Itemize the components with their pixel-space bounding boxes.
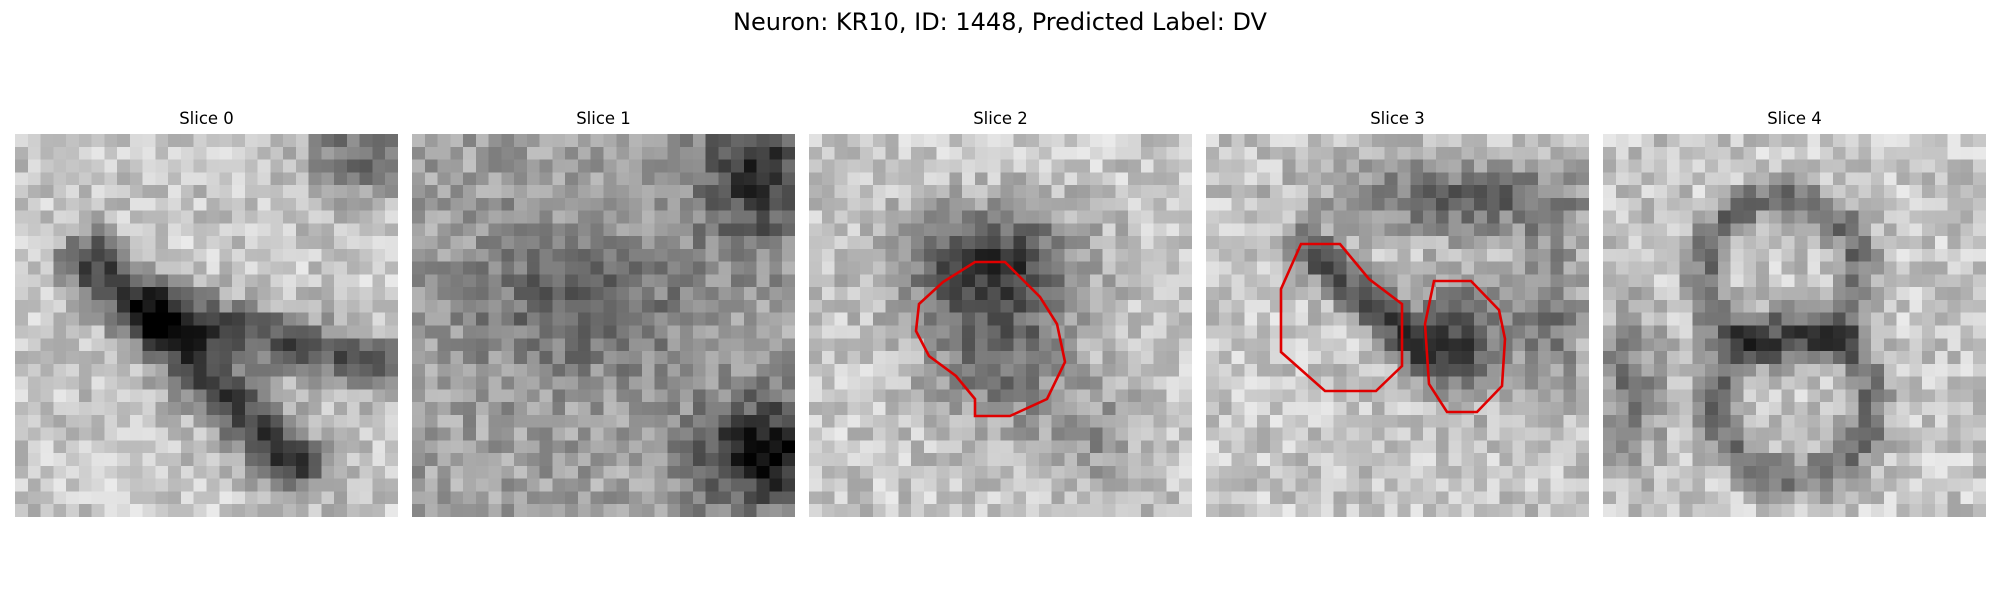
slice-title-2: Slice 2 [809,108,1192,130]
slice-title-3: Slice 3 [1206,108,1589,130]
roi-contour [1425,281,1505,412]
slice-title-4: Slice 4 [1603,108,1986,130]
figure-title: Neuron: KR10, ID: 1448, Predicted Label:… [0,6,2000,38]
slice-panel-1: Slice 1 [412,108,795,130]
roi-overlay-2 [809,134,1192,517]
slice-image-0 [15,134,398,517]
roi-contour [1281,244,1402,391]
slice-title-1: Slice 1 [412,108,795,130]
slice-panel-0: Slice 0 [15,108,398,130]
slice-panel-3: Slice 3 [1206,108,1589,130]
slice-image-1 [412,134,795,517]
slice-image-4 [1603,134,1986,517]
roi-overlay-3 [1206,134,1589,517]
slice-panel-4: Slice 4 [1603,108,1986,130]
slice-panel-2: Slice 2 [809,108,1192,130]
roi-contour [916,262,1065,416]
slice-title-0: Slice 0 [15,108,398,130]
